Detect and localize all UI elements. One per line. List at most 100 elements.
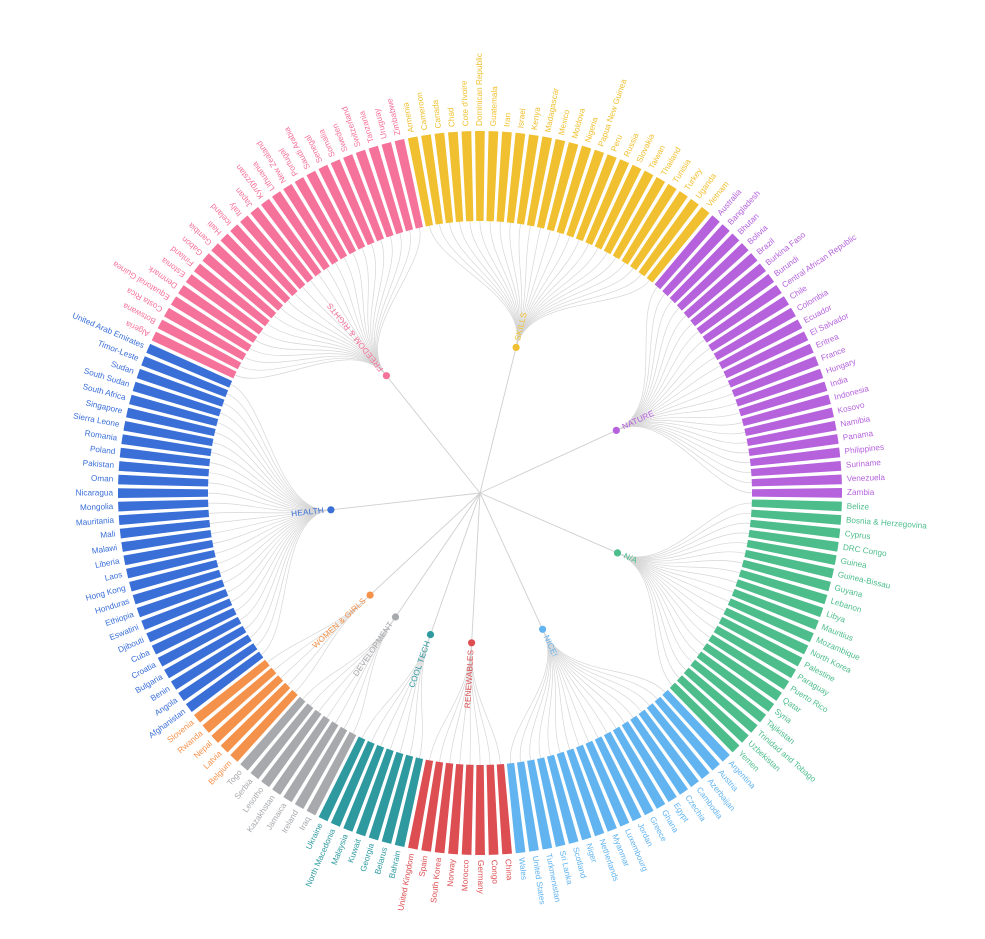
bar-turkmenistan (527, 759, 553, 850)
leaf-label: Pakistan (82, 459, 114, 470)
leaf-link (267, 594, 371, 663)
bar-north-macedonia (330, 740, 375, 827)
group-label: RENEWABLES (463, 649, 475, 708)
group-node-dot (539, 625, 547, 633)
leaf-label: Congo (490, 860, 500, 885)
bar-australia (654, 215, 720, 290)
bar-thailand (612, 177, 666, 260)
bar-colombia (713, 307, 796, 361)
group-node-dot (512, 343, 520, 351)
leaf-link (509, 222, 521, 348)
bar-jamaica (283, 721, 339, 803)
bar-ecuador (718, 319, 803, 370)
bar-djibouti (146, 598, 233, 643)
leaf-label: Laos (104, 570, 123, 583)
leaf-link (255, 339, 387, 376)
root-link (471, 492, 481, 643)
group-node-dot (468, 639, 476, 647)
bar-mauritania (118, 509, 210, 525)
leaf-label: India (829, 375, 849, 389)
bar-ireland (294, 726, 348, 809)
leaf-link (616, 315, 687, 431)
bar-canada (434, 132, 454, 224)
bar-guinea-bissau (744, 549, 834, 579)
bar-poland (119, 447, 211, 467)
bar-romania (121, 434, 212, 457)
bar-bangladesh (662, 224, 730, 297)
leaf-link (361, 634, 431, 739)
bars (117, 130, 843, 856)
bar-mongolia (118, 499, 209, 512)
leaf-label: Nicaragua (76, 488, 114, 497)
bar-congo (486, 764, 499, 855)
bar-togo (240, 696, 306, 771)
leaf-label: Sierra Leone (73, 411, 121, 429)
leaf-label: Cote d'Ivoire (460, 80, 471, 126)
bar-wales (506, 762, 526, 854)
bar-turkey (630, 191, 688, 271)
group-node-dot (613, 549, 622, 557)
bar-czechia (630, 715, 688, 795)
leaf-label: Nigeria (583, 116, 599, 144)
leaf-link (515, 227, 541, 348)
bar-hong-kong (129, 559, 219, 592)
bar-china (496, 763, 512, 855)
leaf-label: Guyana (833, 583, 863, 599)
bar-qatar (702, 643, 782, 701)
bar-yemen (669, 682, 740, 753)
bar-liberia (123, 540, 214, 566)
bar-angola (178, 643, 258, 701)
leaf-link (617, 551, 746, 562)
bar-venezuela (751, 474, 842, 487)
leaf-link (616, 307, 680, 431)
bar-guinea (746, 539, 837, 565)
bar-luxembourg (585, 740, 630, 827)
leaf-link (249, 348, 387, 376)
leaf-label: Turkmenistan (544, 853, 562, 904)
bar-bulgaria (164, 625, 247, 679)
bar-senegal (318, 164, 366, 250)
bar-mexico (536, 139, 566, 229)
leaf-link (616, 293, 666, 431)
bar-trinidad-and-tobago (683, 667, 758, 733)
leaf-link (226, 509, 331, 593)
bar-hungary (735, 368, 824, 407)
bar-sudan (136, 368, 225, 407)
bar-latvia (220, 682, 291, 753)
bar-belarus (381, 754, 414, 844)
leaf-link (542, 629, 650, 706)
leaf-link (375, 232, 402, 376)
leaf-label: Liberia (94, 556, 120, 570)
bar-austria (654, 696, 720, 771)
leaf-label: Sudan (110, 359, 136, 375)
leaf-link (239, 509, 331, 621)
leaf-link (616, 347, 711, 431)
bar-rwanda (202, 667, 277, 733)
leaf-label: Guatemala (489, 86, 499, 127)
leaf-link (419, 634, 431, 759)
group-node-dot (426, 631, 435, 639)
bar-kazakhstan (272, 715, 330, 795)
leaf-label: Kuwait (346, 837, 363, 864)
leaf-link (310, 280, 387, 376)
leaf-link (449, 222, 518, 348)
group-label: WOMEN & GIRLS (311, 596, 368, 650)
leaf-link (515, 223, 523, 348)
bar-tajikistan (690, 659, 767, 723)
bar-namibia (746, 420, 837, 446)
leaf-link (542, 629, 599, 739)
leaf-label: Israel (516, 108, 527, 129)
bar-ghana (612, 726, 666, 809)
leaf-link (214, 509, 331, 554)
bar-egypt (621, 721, 677, 803)
bar-peru (575, 154, 617, 242)
leaf-link (519, 629, 549, 763)
bar-new-zealand (283, 183, 339, 265)
bar-finland (193, 263, 270, 327)
bar-philippines (749, 447, 841, 467)
bar-cuba (151, 607, 237, 655)
bar-jordan (594, 736, 642, 822)
bar-dominican-republic (475, 130, 485, 222)
bar-netherlands (566, 748, 605, 837)
